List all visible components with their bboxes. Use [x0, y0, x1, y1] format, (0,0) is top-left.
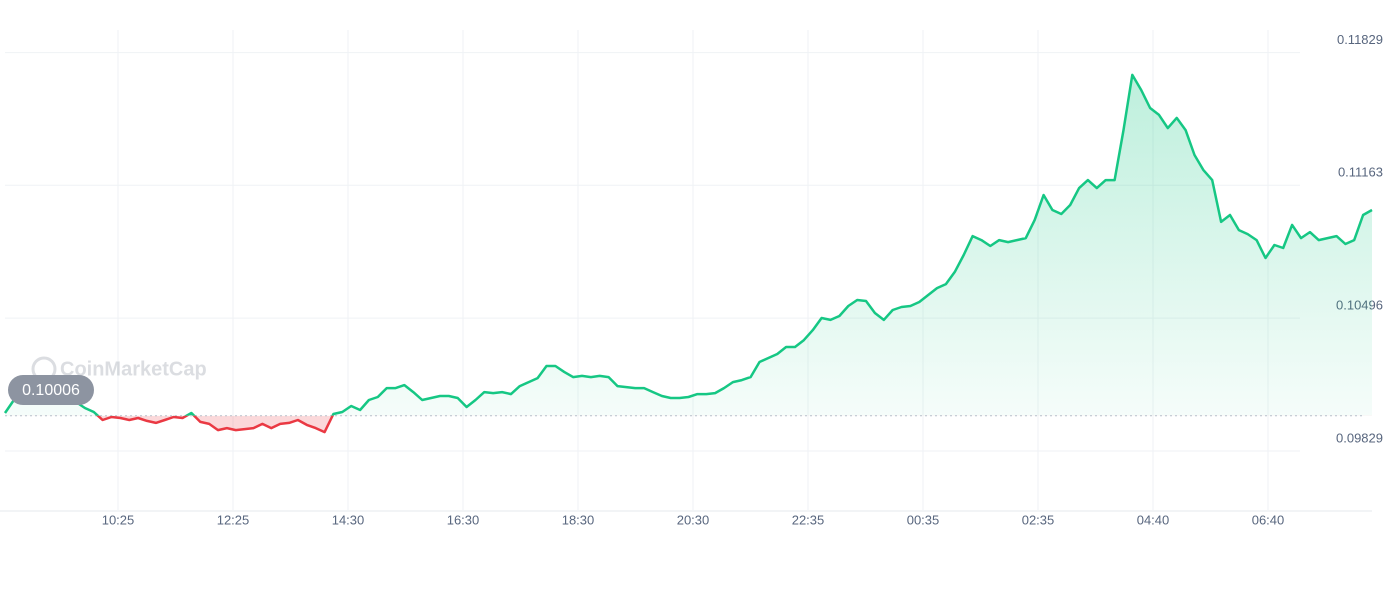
- y-tick-label: 0.11163: [1338, 165, 1383, 180]
- baseline-badge: [8, 375, 94, 405]
- price-line-up: [3, 73, 1373, 416]
- x-tick-label: 12:25: [217, 512, 250, 527]
- foreground-layer: 10:25 12:25 14:30 16:30 18:30 20:30 22:35 00:35…: [3, 32, 1383, 527]
- x-tick-label: 20:30: [677, 512, 710, 527]
- x-tick-label: 02:35: [1022, 512, 1055, 527]
- y-tick-label: 0.09829: [1336, 430, 1383, 445]
- x-tick-label: 10:25: [102, 512, 135, 527]
- x-tick-label: 04:40: [1137, 512, 1170, 527]
- area-up: [5, 74, 1372, 416]
- x-tick-label: 06:40: [1252, 512, 1285, 527]
- baseline-label: 0.10006: [22, 382, 80, 399]
- x-tick-label: 00:35: [907, 512, 940, 527]
- price-line-down: [96, 415, 334, 434]
- y-tick-label: 0.11829: [1337, 32, 1383, 47]
- watermark-text: CoinMarketCap: [60, 358, 207, 380]
- x-tick-label: 16:30: [447, 512, 480, 527]
- x-tick-label: 18:30: [562, 512, 595, 527]
- x-tick-label: 22:35: [792, 512, 825, 527]
- x-tick-label: 14:30: [332, 512, 365, 527]
